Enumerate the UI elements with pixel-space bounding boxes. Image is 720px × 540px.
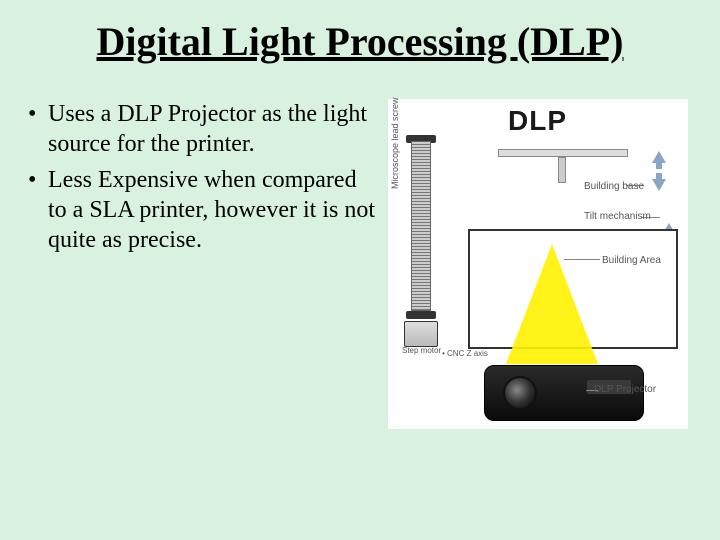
bullet-item: Less Expensive when compared to a SLA pr… — [28, 165, 378, 255]
screw-cap-bottom — [406, 311, 436, 319]
stepper-label: Step motor — [402, 347, 441, 355]
leader-line — [564, 259, 600, 260]
bullet-item: Uses a DLP Projector as the light source… — [28, 99, 378, 159]
diagram-heading: DLP — [508, 105, 567, 137]
base-post — [558, 157, 566, 183]
building-base-label: Building base — [584, 181, 644, 192]
cnc-axis-label: • CNC Z axis — [442, 349, 488, 358]
projector-label: DLP Projector — [594, 384, 656, 395]
building-base — [498, 149, 628, 157]
lead-screw — [406, 141, 436, 313]
slide-title: Digital Light Processing (DLP) — [0, 0, 720, 75]
arrow-down-icon — [650, 173, 668, 193]
light-cone — [506, 244, 598, 364]
dlp-diagram: DLP Microscope lead screw Step motor • C… — [388, 99, 688, 429]
text-column: Uses a DLP Projector as the light source… — [28, 99, 388, 429]
arrow-up-icon — [650, 149, 668, 169]
tilt-label: Tilt mechanism — [584, 211, 651, 222]
bullet-list: Uses a DLP Projector as the light source… — [28, 99, 378, 255]
screw-label: Microscope lead screw — [390, 97, 400, 189]
projector-lens-icon — [503, 376, 537, 410]
stepper-motor — [404, 321, 438, 347]
screw-track — [411, 141, 431, 311]
slide-content: Uses a DLP Projector as the light source… — [0, 75, 720, 429]
building-area-label: Building Area — [602, 255, 661, 266]
